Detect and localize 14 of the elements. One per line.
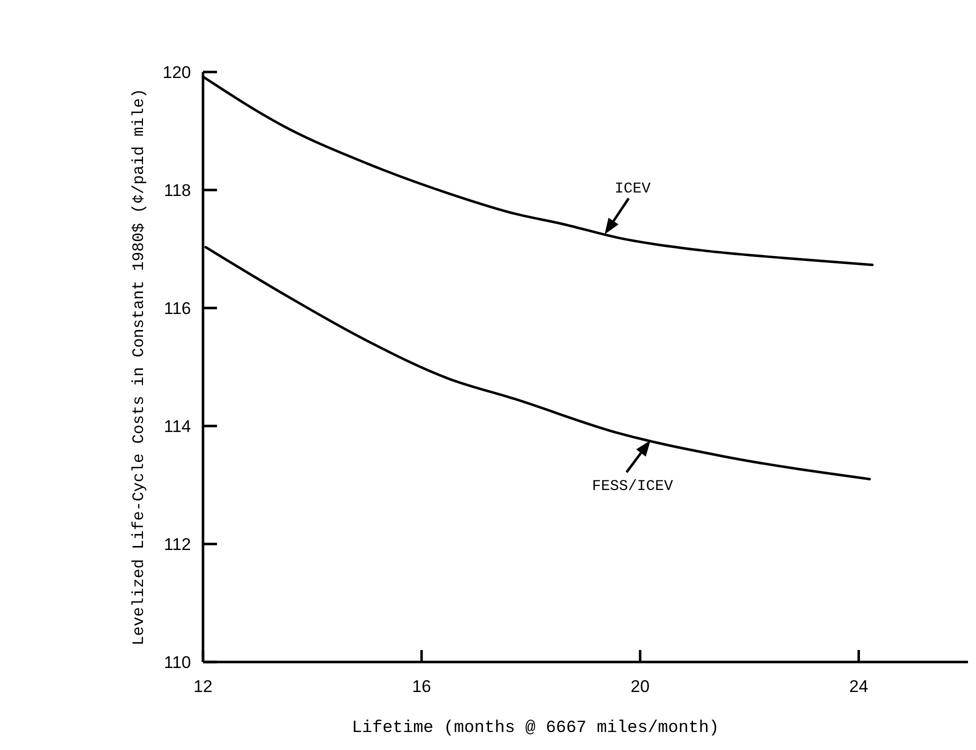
y-tick-label: 118: [164, 180, 191, 200]
y-tick-label: 116: [164, 298, 191, 318]
legend-label: FESS/ICEV: [592, 478, 674, 496]
y-tick-label: 114: [164, 416, 191, 436]
x-tick-label: 12: [194, 677, 212, 696]
y-tick-label: 120: [162, 62, 191, 82]
x-tick-label: 24: [849, 677, 868, 696]
x-tick-label: 16: [412, 677, 432, 696]
y-axis-title: Levelized Life-Cycle Costs in Constant 1980$ (¢/paid mile): [130, 88, 148, 646]
y-tick-label: 112: [164, 534, 191, 554]
x-tick-label: 20: [630, 677, 650, 696]
x-axis-title: Lifetime (months @ 6667 miles/month): [352, 719, 720, 738]
text: ICEV: [614, 180, 651, 198]
y-tick-label: 110: [164, 652, 191, 672]
